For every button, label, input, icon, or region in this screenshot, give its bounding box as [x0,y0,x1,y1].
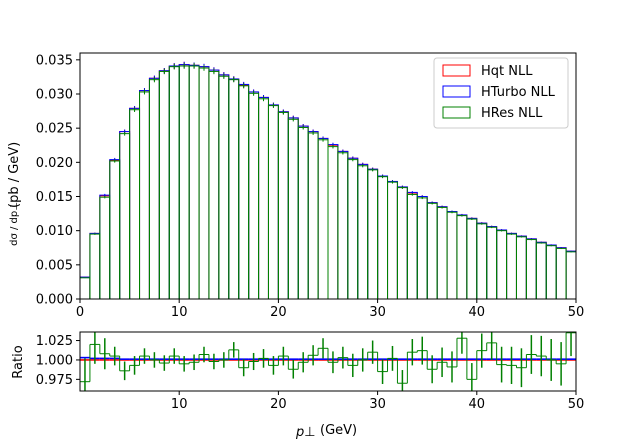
x-label-unit: (GeV) [320,423,357,438]
x-tick-label: 30 [369,305,386,320]
x-tick-label: 0 [76,305,84,320]
y-label-fraction: dσ / dp⊥ [9,202,20,246]
ratio-series-group [80,332,576,391]
legend-swatch-hqt [442,64,471,77]
ratio-plot [79,331,577,392]
y-tick-label: 1.025 [36,334,73,349]
x-tick-label: 10 [171,397,188,412]
legend-label-hqt: Hqt NLL [481,64,533,79]
main-y-axis-label: dσ / dp⊥ (pb / GeV) [7,142,22,246]
legend-swatch-hres [442,106,471,119]
x-tick-label: 10 [171,305,188,320]
ratio-frame [79,331,577,392]
main-y-axis: 0.000 0.005 0.010 0.015 0.020 0.025 0.030 0.035 [36,53,80,308]
legend-swatch-hturbo [442,85,471,98]
main-frame [79,52,577,300]
x-tick-label: 20 [270,305,287,320]
y-tick-label: 0.025 [36,122,73,137]
y-label-unit: (pb / GeV) [7,142,22,208]
ratio-y-axis: 0.975 1.000 1.025 [36,334,80,388]
y-tick-label: 0.000 [36,293,73,308]
legend: Hqt NLL HTurbo NLL HRes NLL [433,57,569,129]
y-tick-label: 0.005 [36,258,73,273]
y-tick-label: 1.000 [36,353,73,368]
y-tick-label: 0.975 [36,373,73,388]
main-x-axis: 0 10 20 30 40 50 [76,299,584,320]
x-tick-label: 30 [369,397,386,412]
main-series-hres-nll [80,63,576,299]
x-label-var: p⊥ [295,425,316,440]
x-tick-label: 40 [469,305,486,320]
x-tick-label: 20 [270,397,287,412]
y-tick-label: 0.030 [36,88,73,103]
ratio-x-axis: 10 20 30 40 50 [171,391,584,412]
ratio-series-hres-nll [80,332,576,391]
x-tick-label: 50 [568,305,585,320]
legend-label-hres: HRes NLL [481,106,543,121]
y-tick-label: 0.010 [36,224,73,239]
main-plot [79,52,577,300]
x-tick-label: 50 [568,397,585,412]
y-label-frac-text: dσ / dp⊥ [9,202,20,246]
ratio-y-axis-label: Ratio [11,345,26,378]
x-tick-label: 40 [469,397,486,412]
y-tick-label: 0.035 [36,53,73,68]
y-tick-label: 0.015 [36,190,73,205]
x-axis-label: p⊥ (GeV) [295,423,357,440]
y-tick-label: 0.020 [36,156,73,171]
legend-label-hturbo: HTurbo NLL [481,85,556,100]
